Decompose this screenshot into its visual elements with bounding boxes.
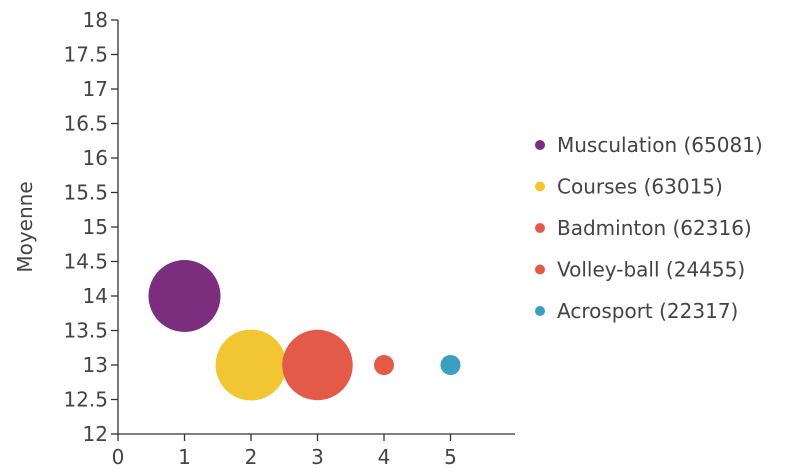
legend-marker bbox=[535, 181, 545, 192]
x-tick-label: 1 bbox=[178, 445, 191, 469]
legend-marker bbox=[535, 223, 545, 233]
x-ticks: 0 1 2 3 4 5 bbox=[112, 434, 457, 469]
y-tick-label: 14 bbox=[83, 284, 108, 308]
y-tick-label: 16 bbox=[83, 146, 108, 170]
x-tick-label: 4 bbox=[378, 445, 391, 469]
legend-marker bbox=[535, 306, 545, 316]
y-tick-label: 14.5 bbox=[63, 250, 108, 274]
bubble-acrosport bbox=[440, 355, 461, 375]
y-tick-label: 12 bbox=[83, 422, 108, 446]
y-tick-label: 18 bbox=[83, 8, 108, 32]
x-tick-label: 3 bbox=[311, 445, 324, 469]
y-tick-label: 17.5 bbox=[63, 43, 108, 67]
bubbles bbox=[148, 260, 461, 401]
bubble-courses bbox=[215, 329, 287, 401]
y-tick-label: 13.5 bbox=[63, 319, 108, 343]
y-tick-label: 13 bbox=[83, 353, 108, 377]
legend-marker bbox=[535, 264, 545, 275]
legend: Musculation (65081) Courses (63015) Badmin… bbox=[535, 133, 763, 323]
y-tick-label: 16.5 bbox=[63, 112, 108, 136]
y-axis-title: Moyenne bbox=[13, 181, 37, 272]
legend-label: Acrosport (22317) bbox=[557, 299, 738, 323]
y-ticks: 12 12.5 13 13.5 14 14.5 15 15.5 16 16.5 17 17.5 18 bbox=[63, 8, 118, 446]
y-tick-label: 17 bbox=[83, 77, 108, 101]
legend-label: Musculation (65081) bbox=[557, 133, 763, 157]
legend-label: Volley-ball (24455) bbox=[557, 258, 745, 282]
bubble-musculation bbox=[148, 260, 221, 332]
y-tick-label: 15 bbox=[83, 215, 108, 239]
legend-label: Courses (63015) bbox=[557, 175, 723, 199]
legend-label: Badminton (62316) bbox=[557, 216, 752, 240]
y-tick-label: 12.5 bbox=[63, 388, 108, 412]
bubble-badminton bbox=[282, 329, 353, 401]
x-tick-label: 0 bbox=[112, 445, 125, 469]
legend-marker bbox=[535, 140, 545, 150]
x-tick-label: 2 bbox=[245, 445, 258, 469]
y-tick-label: 15.5 bbox=[63, 181, 108, 205]
x-tick-label: 5 bbox=[444, 445, 457, 469]
bubble-volley-ball bbox=[374, 355, 394, 375]
